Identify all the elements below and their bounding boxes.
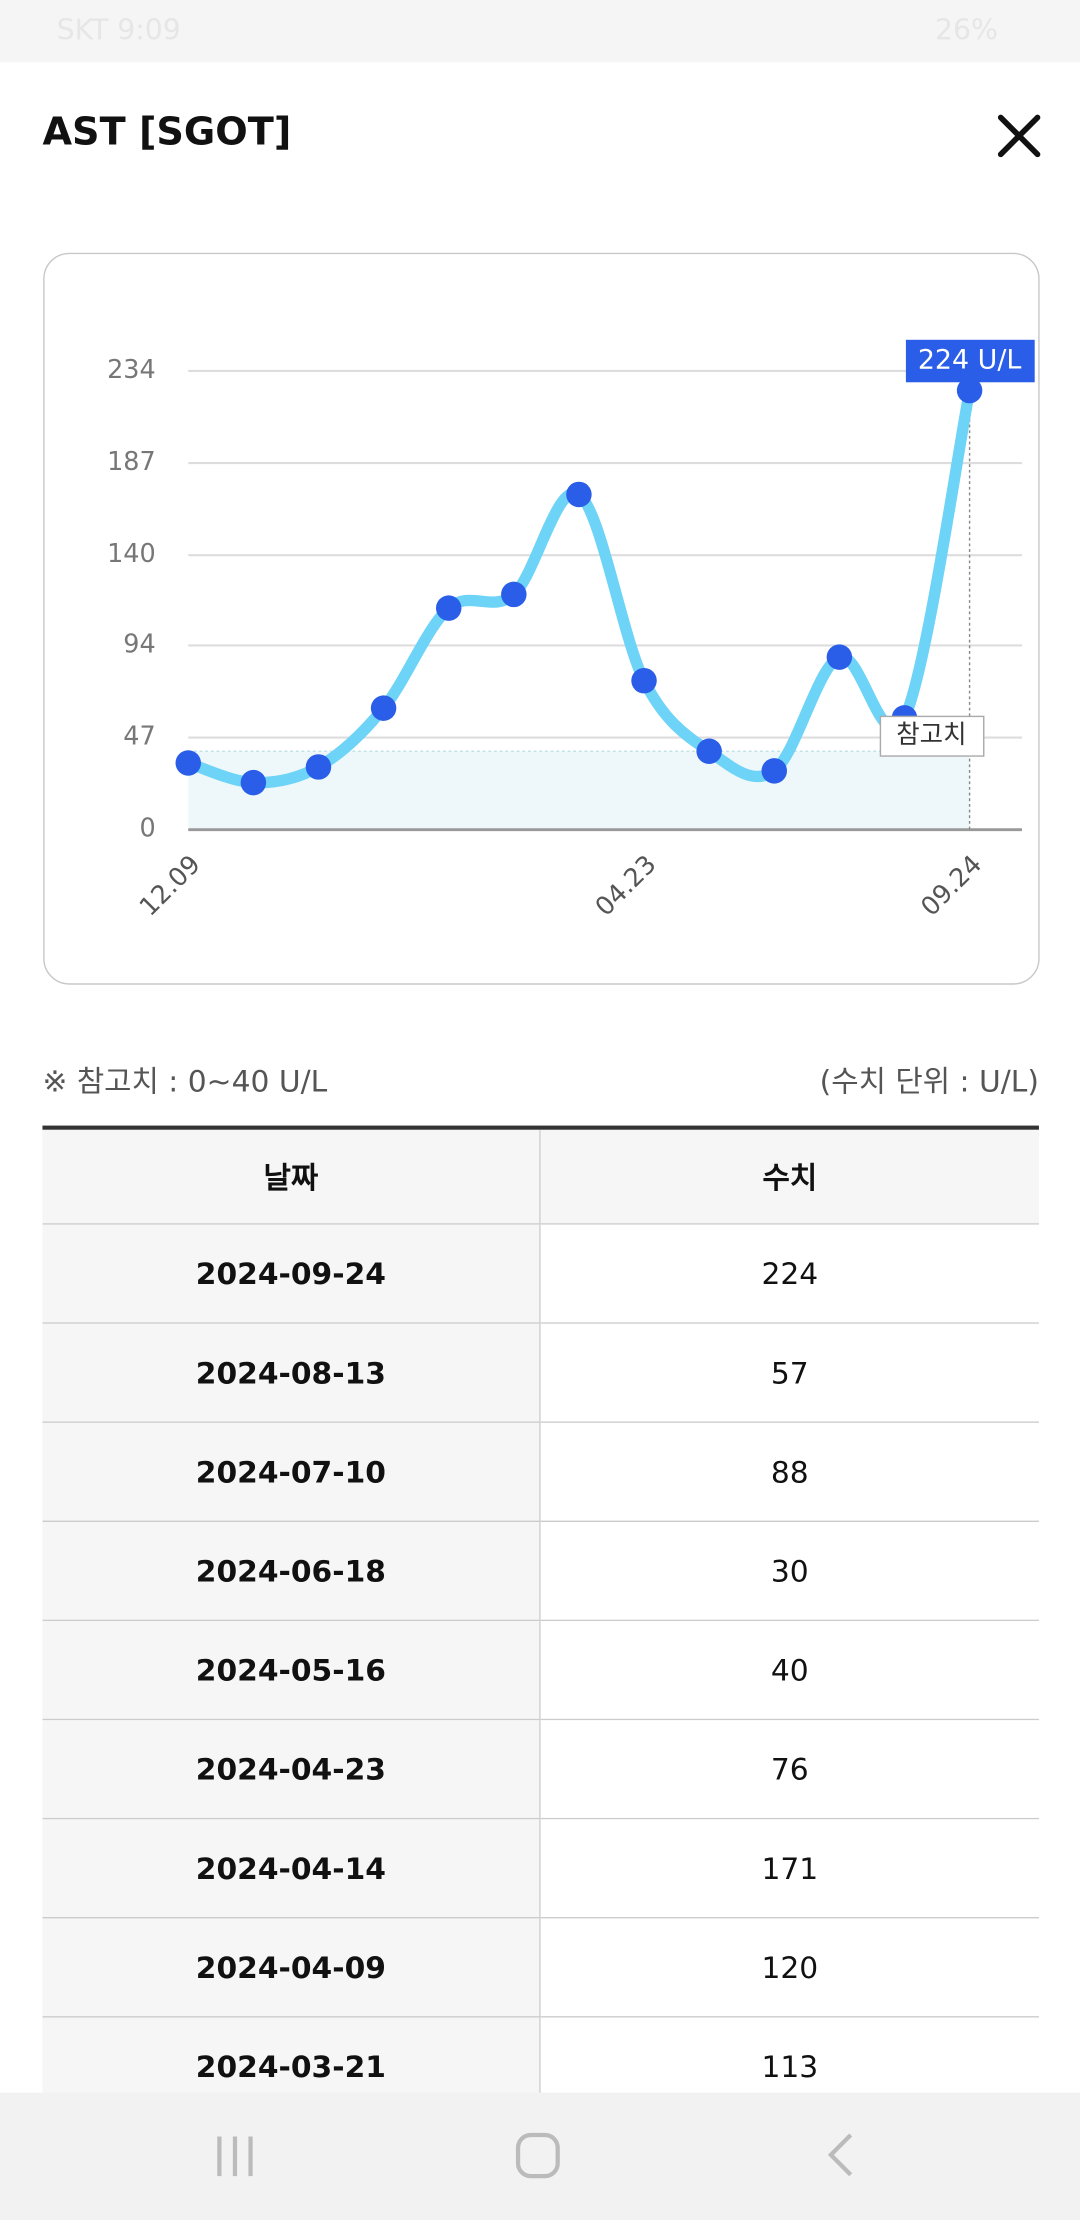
reference-label-box	[879, 715, 985, 757]
status-bar: SKT 9:09 26%	[0, 0, 1080, 63]
y-tick-label: 0	[139, 814, 155, 844]
data-point	[696, 738, 722, 764]
y-tick-label: 187	[107, 447, 156, 477]
table: 날짜 수치 2024-09-24 224 2024-08-13 57 2024-07-10 8…	[42, 1125, 1039, 2117]
table-header: 날짜	[42, 1129, 541, 1225]
nav-icons	[217, 2132, 853, 2179]
value-cell: 57	[540, 1323, 1039, 1423]
data-point	[631, 667, 657, 694]
nav-bar	[0, 2092, 1080, 2220]
data-point	[435, 595, 462, 621]
series-line	[182, 384, 976, 789]
reference-note: ※ 참고치 : 0~40 U/L	[42, 1064, 328, 1099]
data-point	[240, 769, 267, 796]
data-point	[761, 758, 787, 784]
date-cell: 2024-04-23	[42, 1720, 541, 1820]
date-cell: 2024-04-09	[42, 1918, 541, 2018]
y-tick-label: 140	[107, 539, 156, 569]
table-header: 수치	[540, 1129, 1039, 1225]
value-cell: 120	[540, 1918, 1039, 2018]
date-cell: 2024-08-13	[42, 1323, 541, 1423]
data-point	[826, 644, 853, 670]
date-cell: 2024-04-14	[42, 1819, 541, 1919]
value-cell: 76	[540, 1720, 1039, 1820]
unit-note: (수치 단위 : U/L)	[819, 1064, 1039, 1099]
value-cell: 88	[540, 1422, 1039, 1523]
tooltip-label: 224 U/L	[918, 345, 1022, 376]
y-tick-label: 94	[123, 629, 155, 659]
reference-band	[188, 751, 970, 830]
date-cell: 2024-05-16	[42, 1621, 541, 1721]
data-point	[566, 481, 592, 508]
title: AST [SGOT]	[42, 110, 292, 155]
value-cell: 171	[540, 1819, 1039, 1919]
close-button[interactable]	[991, 110, 1048, 167]
y-tick-label: 234	[107, 355, 156, 385]
date-cell: 2024-07-10	[42, 1422, 541, 1523]
date-cell: 2024-06-18	[42, 1522, 541, 1622]
tooltip-box	[905, 339, 1035, 383]
data-point	[956, 377, 983, 404]
data-point	[305, 754, 332, 780]
value-cell: 224	[540, 1224, 1039, 1324]
battery: 26%	[934, 12, 998, 47]
value-cell: 30	[540, 1522, 1039, 1622]
data-point	[175, 750, 201, 776]
data-point	[370, 695, 397, 721]
y-tick-label: 47	[123, 722, 155, 752]
value-cell: 40	[540, 1621, 1039, 1721]
carrier-time: SKT 9:09	[56, 12, 181, 47]
reference-label: 참고치	[896, 720, 966, 750]
data-point	[501, 581, 527, 608]
date-cell: 2024-09-24	[42, 1224, 541, 1324]
